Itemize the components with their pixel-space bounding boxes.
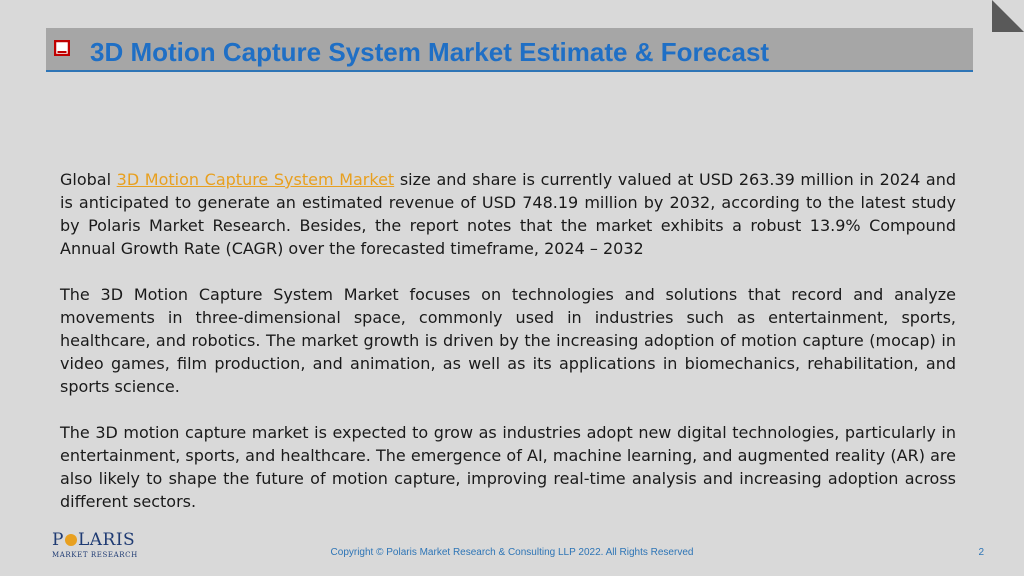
logo-subtitle: MARKET RESEARCH <box>52 551 138 559</box>
page-number: 2 <box>978 547 984 558</box>
footer-copyright: Copyright © Polaris Market Research & Co… <box>330 547 694 558</box>
polaris-logo: P LARIS MARKET RESEARCH <box>52 530 138 563</box>
corner-fold-icon <box>992 0 1024 32</box>
paragraph-prefix: Global <box>60 170 117 189</box>
market-report-link[interactable]: 3D Motion Capture System Market <box>116 170 395 189</box>
paragraph-overview: The 3D Motion Capture System Market focu… <box>60 285 956 396</box>
checkbox-icon <box>54 40 70 56</box>
logo-dot-icon <box>64 534 77 546</box>
content-body: Global 3D Motion Capture System Market s… <box>60 168 956 536</box>
paragraph-rest: size and share is currently valued at US… <box>60 170 957 258</box>
page-title: 3D Motion Capture System Market Estimate… <box>90 37 770 67</box>
logo-wordmark: P LARIS <box>52 530 136 550</box>
paragraph-market-size: Global 3D Motion Capture System Market s… <box>60 168 956 260</box>
title-bar: 3D Motion Capture System Market Estimate… <box>46 28 973 72</box>
paragraph-outlook: The 3D motion capture market is expected… <box>60 423 956 511</box>
